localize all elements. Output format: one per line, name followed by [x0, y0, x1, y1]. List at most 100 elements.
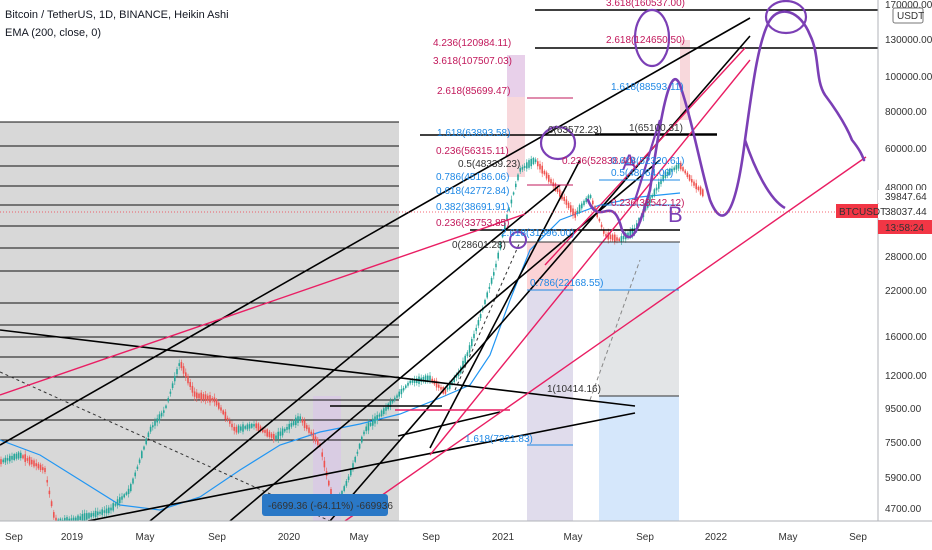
candle-body — [242, 424, 244, 432]
candle-body — [248, 424, 251, 429]
last-tag-bg — [878, 204, 932, 218]
candles — [0, 155, 704, 528]
price-tick-label: 130000.00 — [885, 35, 932, 46]
candle-body — [510, 199, 513, 204]
candle-body — [528, 160, 530, 168]
candle-body — [97, 511, 99, 516]
candle-body — [567, 202, 570, 209]
time-axis-bg — [0, 521, 932, 550]
candle-body — [213, 397, 216, 403]
candle-body — [253, 424, 255, 427]
candle-body — [376, 415, 378, 421]
candle-body — [321, 452, 323, 457]
upper-price-tag: 39847.64 — [885, 192, 927, 203]
candle-body — [92, 512, 95, 517]
price-tick-label: 22000.00 — [885, 286, 927, 297]
candle-body — [444, 389, 447, 394]
candle-body — [396, 395, 398, 398]
candle-body — [345, 480, 348, 486]
candle-body — [299, 416, 301, 421]
candle-body — [222, 410, 224, 415]
candle-body — [185, 372, 187, 378]
candle-body — [378, 414, 381, 417]
candle-body — [130, 484, 132, 492]
time-tick-label: Sep — [849, 532, 867, 543]
time-tick-label: Sep — [422, 532, 440, 543]
candle-body — [286, 426, 288, 430]
time-tick-label: 2020 — [278, 532, 301, 543]
candle-body — [347, 476, 350, 480]
candle-body — [684, 170, 686, 174]
fib-label: 2.618(31396.00) — [501, 228, 574, 239]
dashed-projection — [589, 259, 641, 401]
measure-label: -6699.36 (-64.11%) -669936 — [268, 501, 393, 512]
candle-body — [429, 375, 431, 381]
candle-body — [497, 252, 499, 259]
candle-body — [42, 467, 44, 471]
price-tick-label: 16000.00 — [885, 332, 927, 343]
candle-body — [123, 494, 125, 498]
fib-label: 1(65100.31) — [629, 123, 683, 134]
currency-label: USDT — [897, 11, 924, 22]
candle-body — [501, 234, 504, 238]
candle-body — [631, 228, 634, 236]
candle-body — [303, 420, 306, 429]
candle-body — [50, 501, 53, 507]
candle-body — [585, 197, 587, 203]
annotation-b: B — [668, 202, 683, 227]
candle-body — [292, 421, 295, 426]
candle-body — [105, 508, 108, 514]
fib-label: 0.236(33753.85) — [436, 218, 509, 229]
candle-body — [352, 463, 354, 469]
candle-body — [343, 486, 345, 491]
candle-body — [400, 389, 403, 395]
fib-label: 0.618(52320.61) — [611, 156, 684, 167]
candle-body — [695, 183, 697, 190]
candle-body — [354, 456, 356, 462]
candle-body — [9, 455, 11, 462]
fib-label: 1(10414.16) — [547, 384, 601, 395]
candle-body — [165, 405, 167, 409]
candle-body — [651, 195, 653, 198]
candle-body — [490, 278, 493, 284]
candle-body — [191, 385, 194, 393]
candle-body — [266, 429, 268, 437]
candle-body — [81, 514, 84, 522]
pink-zone-b — [680, 40, 690, 120]
fib-label: 2.618(124650.50) — [606, 35, 685, 46]
candle-body — [147, 432, 150, 438]
candle-body — [356, 451, 359, 454]
trendline-red — [544, 47, 746, 266]
candle-body — [152, 425, 154, 428]
candle-body — [121, 496, 123, 500]
candle-body — [627, 232, 629, 237]
candle-body — [576, 210, 579, 213]
candle-body — [473, 333, 475, 339]
candle-body — [108, 507, 110, 514]
candle-body — [154, 420, 156, 426]
candle-body — [270, 433, 273, 438]
candle-body — [581, 203, 583, 209]
candle-body — [44, 467, 46, 473]
trend-line — [149, 184, 561, 522]
candle-body — [15, 453, 18, 459]
candle-body — [495, 263, 497, 268]
candle-body — [99, 511, 101, 514]
candle-body — [350, 469, 352, 476]
fib-label: 0(63572.23) — [548, 125, 602, 136]
candle-body — [563, 196, 565, 201]
candle-body — [171, 383, 174, 388]
upper-tag-bg — [878, 190, 932, 203]
candle-body — [666, 171, 669, 175]
candle-body — [88, 513, 90, 519]
candle-body — [127, 488, 130, 495]
candle-body — [534, 159, 537, 163]
candle-body — [28, 456, 31, 465]
candle-body — [488, 286, 491, 289]
currency-badge — [892, 7, 924, 24]
candle-body — [330, 489, 332, 497]
candle-body — [374, 416, 376, 424]
candle-body — [394, 397, 396, 401]
